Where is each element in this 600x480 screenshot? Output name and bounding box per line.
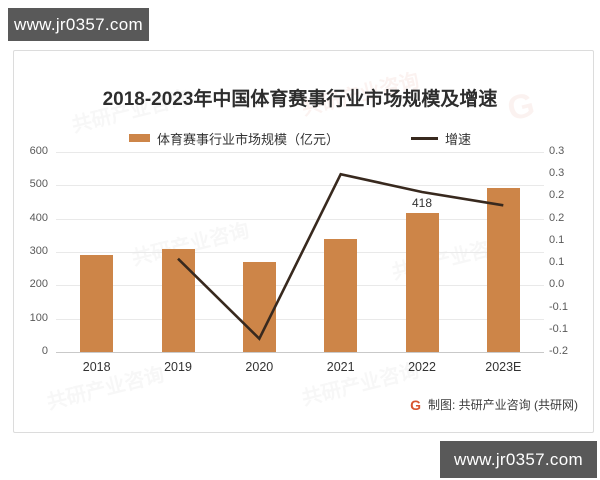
left-axis-tick: 600 — [29, 145, 48, 157]
right-axis-tick: -0.1 — [549, 300, 568, 313]
source-attribution: G 制图: 共研产业咨询 (共研网) — [410, 396, 578, 413]
chart-title: 2018-2023年中国体育赛事行业市场规模及增速 — [102, 89, 498, 110]
gridline — [56, 218, 544, 220]
right-axis-tick: 0.3 — [549, 145, 565, 157]
right-axis-tick: 0.3 — [549, 167, 565, 180]
bottom-watermark-banner: www.jr0357.com — [440, 441, 597, 478]
legend-bar-swatch-icon — [128, 134, 150, 142]
bar-2018 — [80, 255, 114, 352]
bar-2023E — [486, 187, 520, 352]
legend-item-market-size: 体育赛事行业市场规模（亿元） — [128, 129, 339, 148]
x-axis-label-2021: 2021 — [326, 360, 355, 374]
x-axis-label-2019: 2019 — [164, 360, 192, 374]
right-axis-tick: 0.1 — [549, 233, 565, 246]
left-axis-tick: 100 — [29, 311, 48, 324]
plot-area — [56, 152, 544, 353]
legend-item-growth: 增速 — [411, 129, 471, 148]
x-axis-line — [56, 352, 544, 353]
x-axis-label-2022: 2022 — [408, 360, 436, 374]
left-axis-tick: 0 — [41, 345, 48, 357]
top-watermark-banner: www.jr0357.com — [8, 8, 149, 41]
x-axis-label-2020: 2020 — [245, 360, 274, 374]
bar-data-label-2022: 418 — [411, 195, 433, 210]
right-axis-tick: -0.2 — [549, 345, 568, 357]
source-text: 制图: 共研产业咨询 (共研网) — [428, 398, 578, 412]
top-banner-url: www.jr0357.com — [14, 14, 143, 34]
right-axis-tick: 0.2 — [549, 189, 565, 202]
left-axis-tick: 200 — [29, 278, 48, 291]
x-axis-label-2018: 2018 — [82, 360, 111, 374]
growth-line — [177, 172, 504, 341]
bar-2019 — [161, 248, 195, 352]
gridline — [56, 285, 544, 287]
right-axis-tick: 0.0 — [549, 278, 565, 291]
right-axis-tick: 0.2 — [549, 211, 565, 224]
legend-label-growth: 增速 — [445, 131, 472, 147]
bottom-banner-url: www.jr0357.com — [454, 449, 583, 469]
gridline — [56, 318, 544, 320]
left-axis-tick: 400 — [29, 211, 48, 224]
legend-line-swatch-icon — [411, 136, 438, 140]
gridline — [56, 252, 544, 253]
growth-line-layer — [177, 172, 504, 341]
right-axis-tick: 0.1 — [549, 256, 565, 269]
legend-label-market-size: 体育赛事行业市场规模（亿元） — [156, 131, 339, 147]
source-logo-icon: G — [410, 396, 421, 413]
chart-legend: 体育赛事行业市场规模（亿元） 增速 — [56, 129, 544, 147]
bar-2021 — [324, 238, 358, 352]
gridline — [56, 152, 544, 153]
x-axis-label-2023E: 2023E — [485, 360, 522, 374]
gridline — [56, 185, 544, 187]
left-axis-tick: 500 — [29, 178, 48, 191]
left-axis-tick: 300 — [29, 245, 48, 257]
right-axis-tick: -0.1 — [549, 322, 568, 335]
bar-2022 — [405, 212, 439, 352]
